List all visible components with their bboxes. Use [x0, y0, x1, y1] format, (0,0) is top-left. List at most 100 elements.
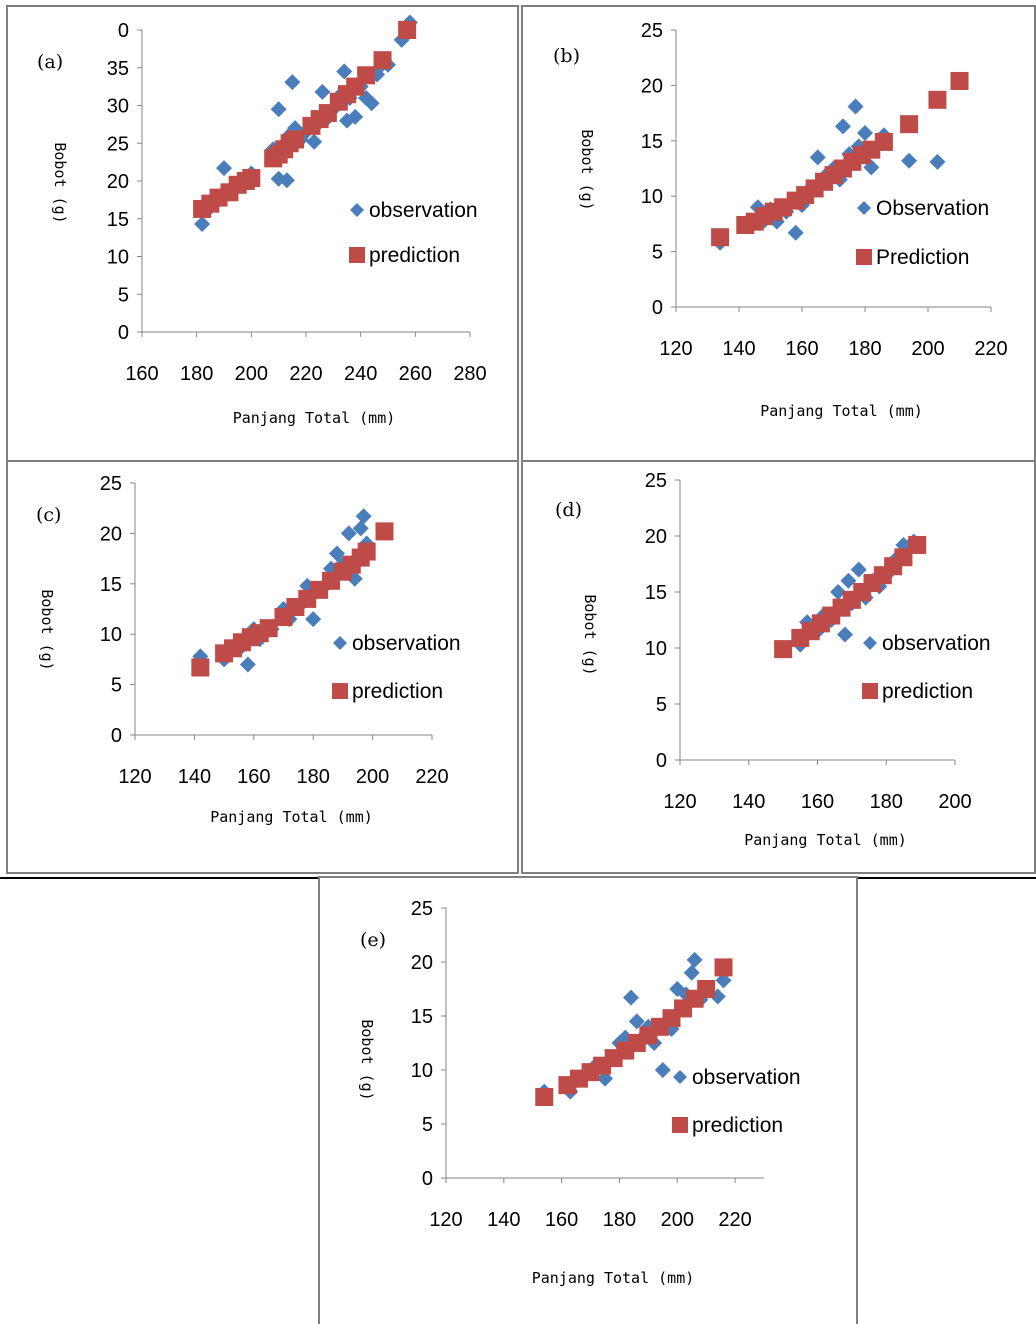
y-tick-label-e: 5	[422, 1114, 433, 1136]
observation-point-b	[834, 118, 851, 135]
x-tick-label-c: 200	[356, 766, 389, 788]
observation-point-b	[857, 125, 873, 142]
observation-point-a	[314, 83, 331, 100]
x-tick-label-d: 120	[663, 791, 696, 813]
x-tick-label-c: 220	[415, 766, 448, 788]
y-tick-label-b: 0	[652, 297, 663, 319]
prediction-point-d	[894, 548, 913, 567]
prediction-point-b	[950, 71, 969, 90]
x-tick-label-c: 160	[237, 766, 270, 788]
panel-label-c: (c)	[36, 504, 61, 526]
prediction-point-d	[908, 535, 927, 554]
y-tick-label-b: 15	[641, 131, 663, 153]
x-tick-label-d: 180	[870, 791, 903, 813]
y-tick-label-b: 25	[641, 20, 663, 42]
observation-point-b	[847, 98, 864, 115]
x-axis-title-b: Panjang Total (mm)	[760, 402, 923, 420]
prediction-point-a	[242, 168, 261, 187]
legend-prediction-marker-d	[862, 683, 878, 699]
legend-observation-label-a: observation	[369, 199, 478, 222]
x-tick-label-a: 240	[344, 363, 377, 385]
x-axis-title-e: Panjang Total (mm)	[532, 1269, 695, 1287]
y-tick-label-a: 0	[118, 20, 129, 42]
y-tick-label-e: 25	[411, 898, 433, 920]
y-axis-title-a: Bobot (g)	[51, 142, 69, 223]
y-tick-label-b: 5	[652, 242, 663, 264]
y-tick-label-a: 35	[107, 58, 129, 80]
legend-observation-label-d: observation	[882, 632, 991, 655]
observation-point-b	[929, 153, 946, 170]
panel-label-e: (e)	[360, 929, 386, 951]
y-tick-label-a: 25	[107, 133, 129, 155]
x-tick-label-b: 200	[911, 338, 944, 360]
y-tick-label-c: 5	[111, 675, 122, 697]
chart-panel-d	[521, 460, 1036, 874]
y-tick-label-a: 30	[107, 96, 129, 118]
legend-prediction-marker-c	[332, 683, 348, 699]
y-tick-label-a: 0	[118, 322, 129, 344]
prediction-point-c	[357, 542, 376, 561]
legend-observation-marker-e	[673, 1070, 687, 1084]
y-tick-label-d: 10	[645, 638, 667, 660]
legend-prediction-label-d: prediction	[882, 680, 973, 703]
prediction-point-a	[286, 130, 305, 149]
chart-panel-c	[6, 460, 519, 874]
observation-point-e	[628, 1013, 645, 1030]
legend-prediction-label-b: Prediction	[876, 246, 969, 269]
y-axis-title-d: Bobot (g)	[581, 594, 599, 675]
prediction-point-e	[697, 980, 716, 998]
prediction-point-b	[900, 115, 919, 134]
observation-point-d	[850, 561, 867, 578]
prediction-point-a	[373, 51, 392, 70]
prediction-point-b	[711, 228, 730, 247]
y-tick-label-b: 20	[641, 75, 663, 97]
observation-point-a	[216, 160, 232, 177]
legend-observation-marker-d	[863, 636, 877, 650]
x-tick-label-d: 160	[801, 791, 834, 813]
y-tick-label-e: 0	[422, 1168, 433, 1190]
x-tick-label-a: 280	[453, 363, 486, 385]
x-tick-label-e: 120	[429, 1209, 462, 1231]
observation-point-c	[340, 525, 357, 542]
x-tick-label-b: 120	[659, 338, 692, 360]
y-tick-label-d: 20	[645, 526, 667, 548]
y-tick-label-e: 15	[411, 1006, 433, 1028]
x-tick-label-a: 180	[180, 363, 213, 385]
prediction-point-e	[535, 1088, 554, 1106]
observation-point-b	[787, 224, 804, 241]
observation-point-a	[393, 31, 410, 48]
observation-point-e	[683, 964, 700, 981]
y-tick-label-c: 20	[100, 523, 122, 545]
observation-point-d	[840, 572, 857, 589]
y-axis-title-c: Bobot (g)	[38, 589, 56, 670]
observation-point-a	[194, 216, 211, 233]
y-axis-title-b: Bobot (g)	[578, 129, 596, 210]
chart-panel-a	[6, 5, 519, 462]
observation-point-c	[352, 520, 369, 537]
y-tick-label-a: 5	[118, 284, 129, 306]
prediction-point-b	[874, 132, 893, 151]
chart-panel-b	[521, 5, 1036, 462]
x-axis-title-d: Panjang Total (mm)	[744, 831, 907, 849]
x-tick-label-a: 160	[125, 363, 158, 385]
x-tick-label-b: 180	[848, 338, 881, 360]
panel-label-d: (d)	[555, 499, 582, 521]
y-tick-label-a: '5	[114, 0, 129, 4]
legend-prediction-label-e: prediction	[692, 1114, 783, 1137]
x-tick-label-a: 260	[399, 363, 432, 385]
y-tick-label-a: 20	[107, 171, 129, 193]
x-tick-label-e: 140	[487, 1209, 520, 1231]
x-tick-label-a: 220	[289, 363, 322, 385]
observation-point-a	[278, 172, 295, 189]
observation-point-a	[270, 101, 287, 118]
panel-label-a: (a)	[37, 51, 63, 73]
x-tick-label-c: 120	[118, 766, 151, 788]
legend-observation-marker-c	[333, 636, 347, 650]
y-tick-label-a: 15	[107, 209, 129, 231]
y-tick-label-e: 20	[411, 952, 433, 974]
x-tick-label-c: 140	[178, 766, 211, 788]
observation-point-c	[328, 545, 345, 562]
prediction-point-e	[714, 958, 733, 977]
observation-point-e	[686, 951, 703, 968]
